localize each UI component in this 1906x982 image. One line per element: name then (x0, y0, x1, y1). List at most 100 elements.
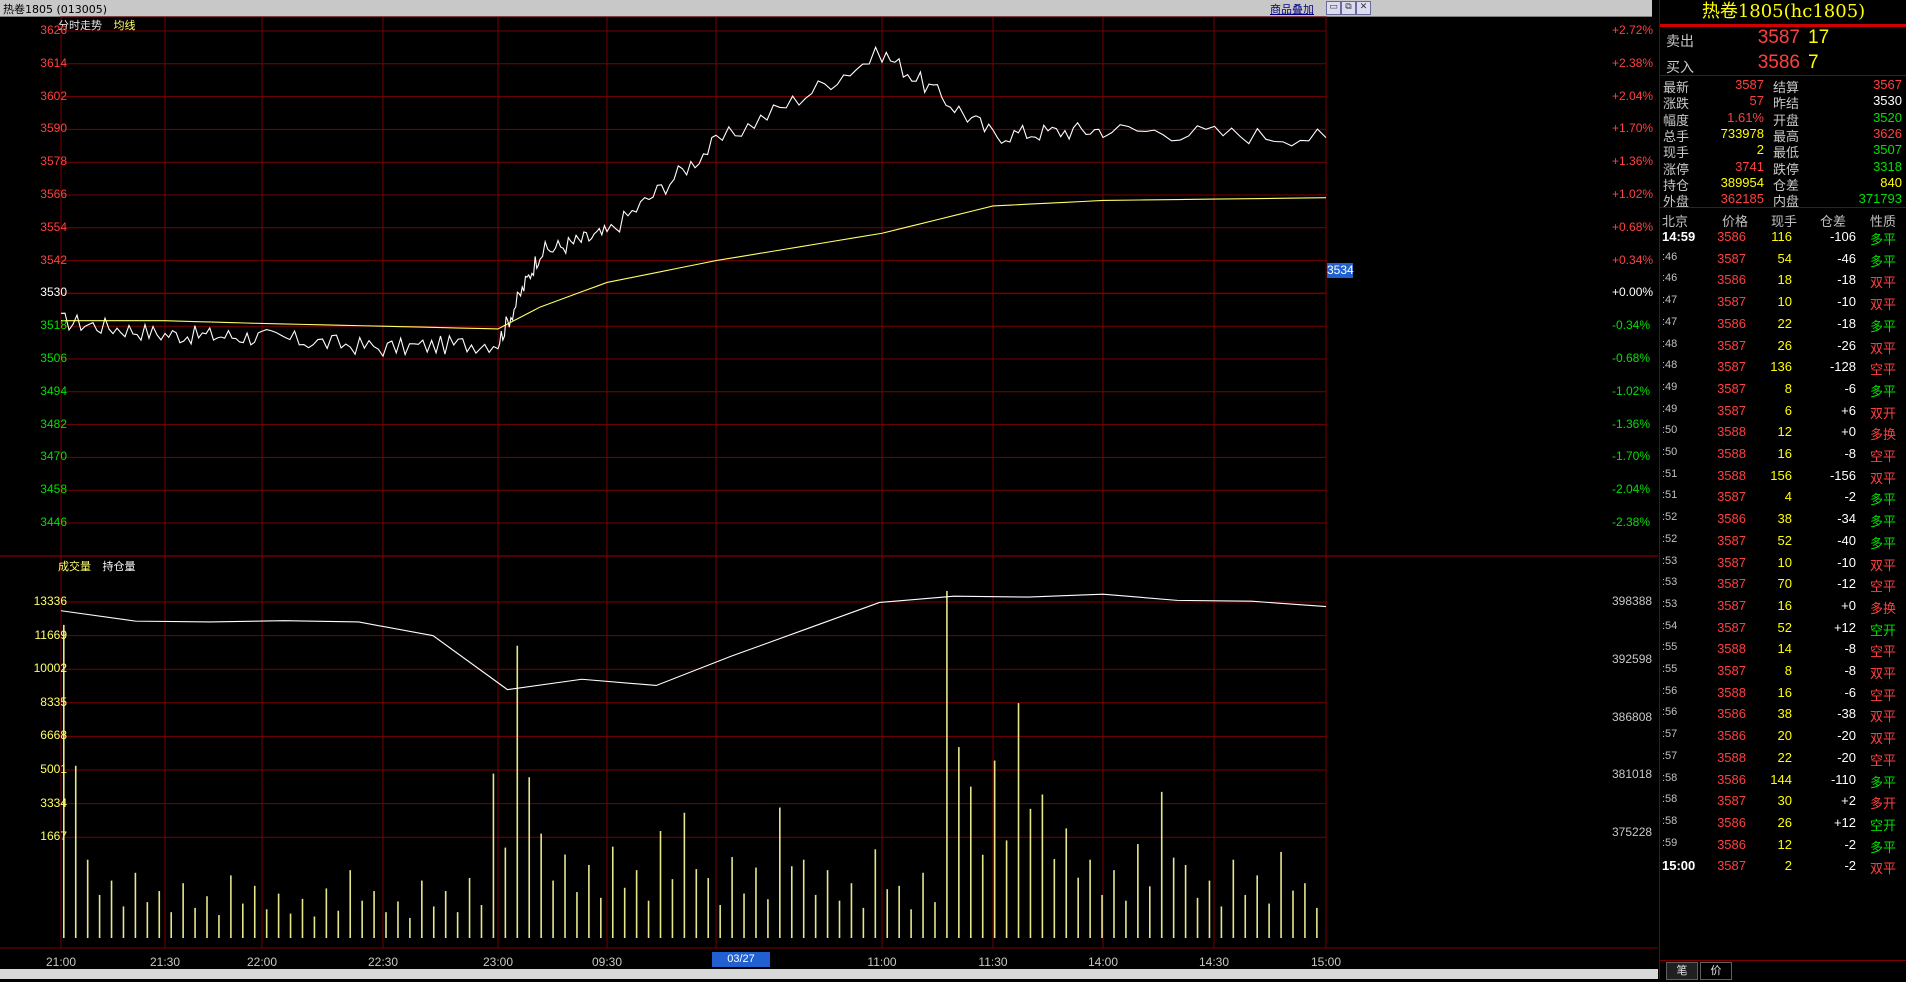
pct-tick: +0.00% (1612, 285, 1654, 300)
trade-cell: :46 (1662, 250, 1678, 263)
trade-row[interactable]: :58 3587 30 +2 多开 (1660, 790, 1906, 811)
volume-bar (743, 893, 745, 938)
volume-bar (1101, 894, 1103, 938)
volume-bar (683, 812, 686, 938)
restore-icon[interactable]: ⧉ (1341, 1, 1356, 15)
volume-bar (313, 916, 316, 938)
trade-row[interactable]: :55 3588 14 -8 空平 (1660, 638, 1906, 659)
time-tick: 14:30 (1198, 955, 1230, 969)
stat-label: 内盘 (1773, 195, 1800, 211)
trade-row[interactable]: :55 3587 8 -8 双平 (1660, 660, 1906, 681)
trade-cell: 3587 (1717, 294, 1746, 310)
volume-bar (1304, 883, 1306, 938)
oi-tick: 386808 (1612, 709, 1653, 724)
volume-tick: 8335 (40, 694, 67, 709)
trade-cell: -8 (1844, 446, 1856, 461)
trade-cell: -20 (1837, 728, 1856, 744)
trade-cell: 3586 (1717, 771, 1746, 787)
trade-row[interactable]: :56 3588 16 -6 空平 (1660, 682, 1906, 703)
trade-row[interactable]: :53 3587 16 +0 多换 (1660, 595, 1906, 616)
trade-row[interactable]: :56 3586 38 -38 双平 (1660, 703, 1906, 724)
pct-tick: -2.04% (1612, 482, 1651, 497)
trade-cell: 12 (1777, 836, 1792, 852)
trade-row[interactable]: :48 3587 26 -26 双平 (1660, 335, 1906, 356)
trade-cell: 多换 (1870, 600, 1897, 616)
stat-label: 最高 (1773, 129, 1800, 145)
volume-bar (862, 907, 865, 938)
volume-bar (1196, 897, 1199, 938)
volume-tick: 6668 (40, 728, 67, 743)
trade-row[interactable]: :48 3587 136 -128 空平 (1660, 356, 1906, 377)
stat-label: 总手 (1663, 129, 1690, 145)
trade-row[interactable]: :54 3587 52 +12 空开 (1660, 617, 1906, 638)
trade-cell: 38 (1777, 706, 1792, 722)
trade-row[interactable]: :59 3586 12 -2 多平 (1660, 834, 1906, 855)
last-price-badge: 3534 (1327, 263, 1354, 278)
trade-cell: -8 (1844, 663, 1856, 678)
volume-bar (218, 915, 220, 938)
trade-row[interactable]: :47 3586 22 -18 多平 (1660, 313, 1906, 334)
volume-bar (1017, 703, 1020, 938)
trade-cell: 双平 (1870, 709, 1897, 725)
minimize-icon[interactable]: ▭ (1326, 1, 1341, 15)
volume-bar (850, 883, 853, 938)
trade-row[interactable]: :50 3588 12 +0 多换 (1660, 421, 1906, 442)
trade-row[interactable]: 15:00 3587 2 -2 双平 (1660, 855, 1906, 876)
volume-bar (325, 888, 328, 938)
volume-bar (910, 909, 912, 938)
tab-ticks[interactable]: 笔 (1666, 962, 1698, 980)
trade-row[interactable]: :49 3587 8 -6 多平 (1660, 378, 1906, 399)
trade-cell: -156 (1829, 467, 1856, 483)
trade-cell: 多平 (1870, 839, 1897, 855)
trade-row[interactable]: :51 3588 156 -156 双平 (1660, 465, 1906, 486)
stat-label: 现手 (1663, 146, 1690, 162)
trade-row[interactable]: :46 3586 18 -18 双平 (1660, 269, 1906, 290)
trade-row[interactable]: :57 3588 22 -20 空平 (1660, 747, 1906, 768)
stat-value: 3567 (1873, 77, 1902, 92)
trade-row[interactable]: :53 3587 70 -12 空平 (1660, 573, 1906, 594)
trade-cell: :56 (1662, 684, 1678, 697)
trade-cell: 14:59 (1662, 229, 1696, 244)
trade-cell: 12 (1777, 424, 1792, 440)
volume-tick: 1667 (40, 829, 67, 844)
overlay-button[interactable]: 商品叠加 (1270, 3, 1314, 16)
trade-cell: 16 (1777, 597, 1792, 613)
volume-bar (814, 894, 817, 938)
trade-row[interactable]: :46 3587 54 -46 多平 (1660, 248, 1906, 269)
volume-bar (265, 909, 268, 938)
volume-bar (1137, 844, 1139, 938)
trade-row[interactable]: :53 3587 10 -10 双平 (1660, 552, 1906, 573)
tab-price[interactable]: 价 (1700, 962, 1732, 980)
trade-row[interactable]: :49 3587 6 +6 双开 (1660, 400, 1906, 421)
trade-row[interactable]: :52 3586 38 -34 多平 (1660, 508, 1906, 529)
trade-row[interactable]: 14:59 3586 116 -106 多平 (1660, 226, 1906, 247)
trade-cell: 10 (1777, 294, 1792, 310)
trade-row[interactable]: :51 3587 4 -2 多平 (1660, 486, 1906, 507)
chart-canvas[interactable] (0, 0, 1658, 969)
volume-bar (969, 786, 972, 938)
trade-row[interactable]: :58 3586 26 +12 空开 (1660, 812, 1906, 833)
trade-cell: 3587 (1717, 250, 1746, 266)
trade-row[interactable]: :52 3587 52 -40 多平 (1660, 530, 1906, 551)
trade-cell: 144 (1770, 771, 1792, 787)
trade-row[interactable]: :47 3587 10 -10 双平 (1660, 291, 1906, 312)
trade-cell: +0 (1841, 424, 1856, 440)
trade-row[interactable]: :58 3586 144 -110 多平 (1660, 769, 1906, 790)
volume-bar (779, 807, 781, 938)
trade-cell: 空平 (1870, 687, 1897, 703)
price-tick: 3482 (40, 416, 67, 431)
volume-bar (1256, 875, 1258, 938)
volume-bar (564, 854, 566, 938)
trade-row[interactable]: :57 3586 20 -20 双平 (1660, 725, 1906, 746)
trade-row[interactable]: :50 3588 16 -8 空平 (1660, 443, 1906, 464)
close-icon[interactable]: ✕ (1356, 1, 1371, 15)
trade-cell: 双平 (1870, 666, 1897, 681)
stat-label: 涨跌 (1663, 97, 1690, 113)
trade-cell: -26 (1837, 337, 1856, 353)
volume-bar (1077, 877, 1079, 938)
pct-tick: +2.04% (1612, 88, 1654, 103)
trade-cell: 3586 (1717, 272, 1746, 288)
pct-tick: +0.34% (1612, 252, 1654, 267)
trade-cell: 双平 (1870, 275, 1897, 291)
price-tick: 3494 (40, 383, 67, 398)
